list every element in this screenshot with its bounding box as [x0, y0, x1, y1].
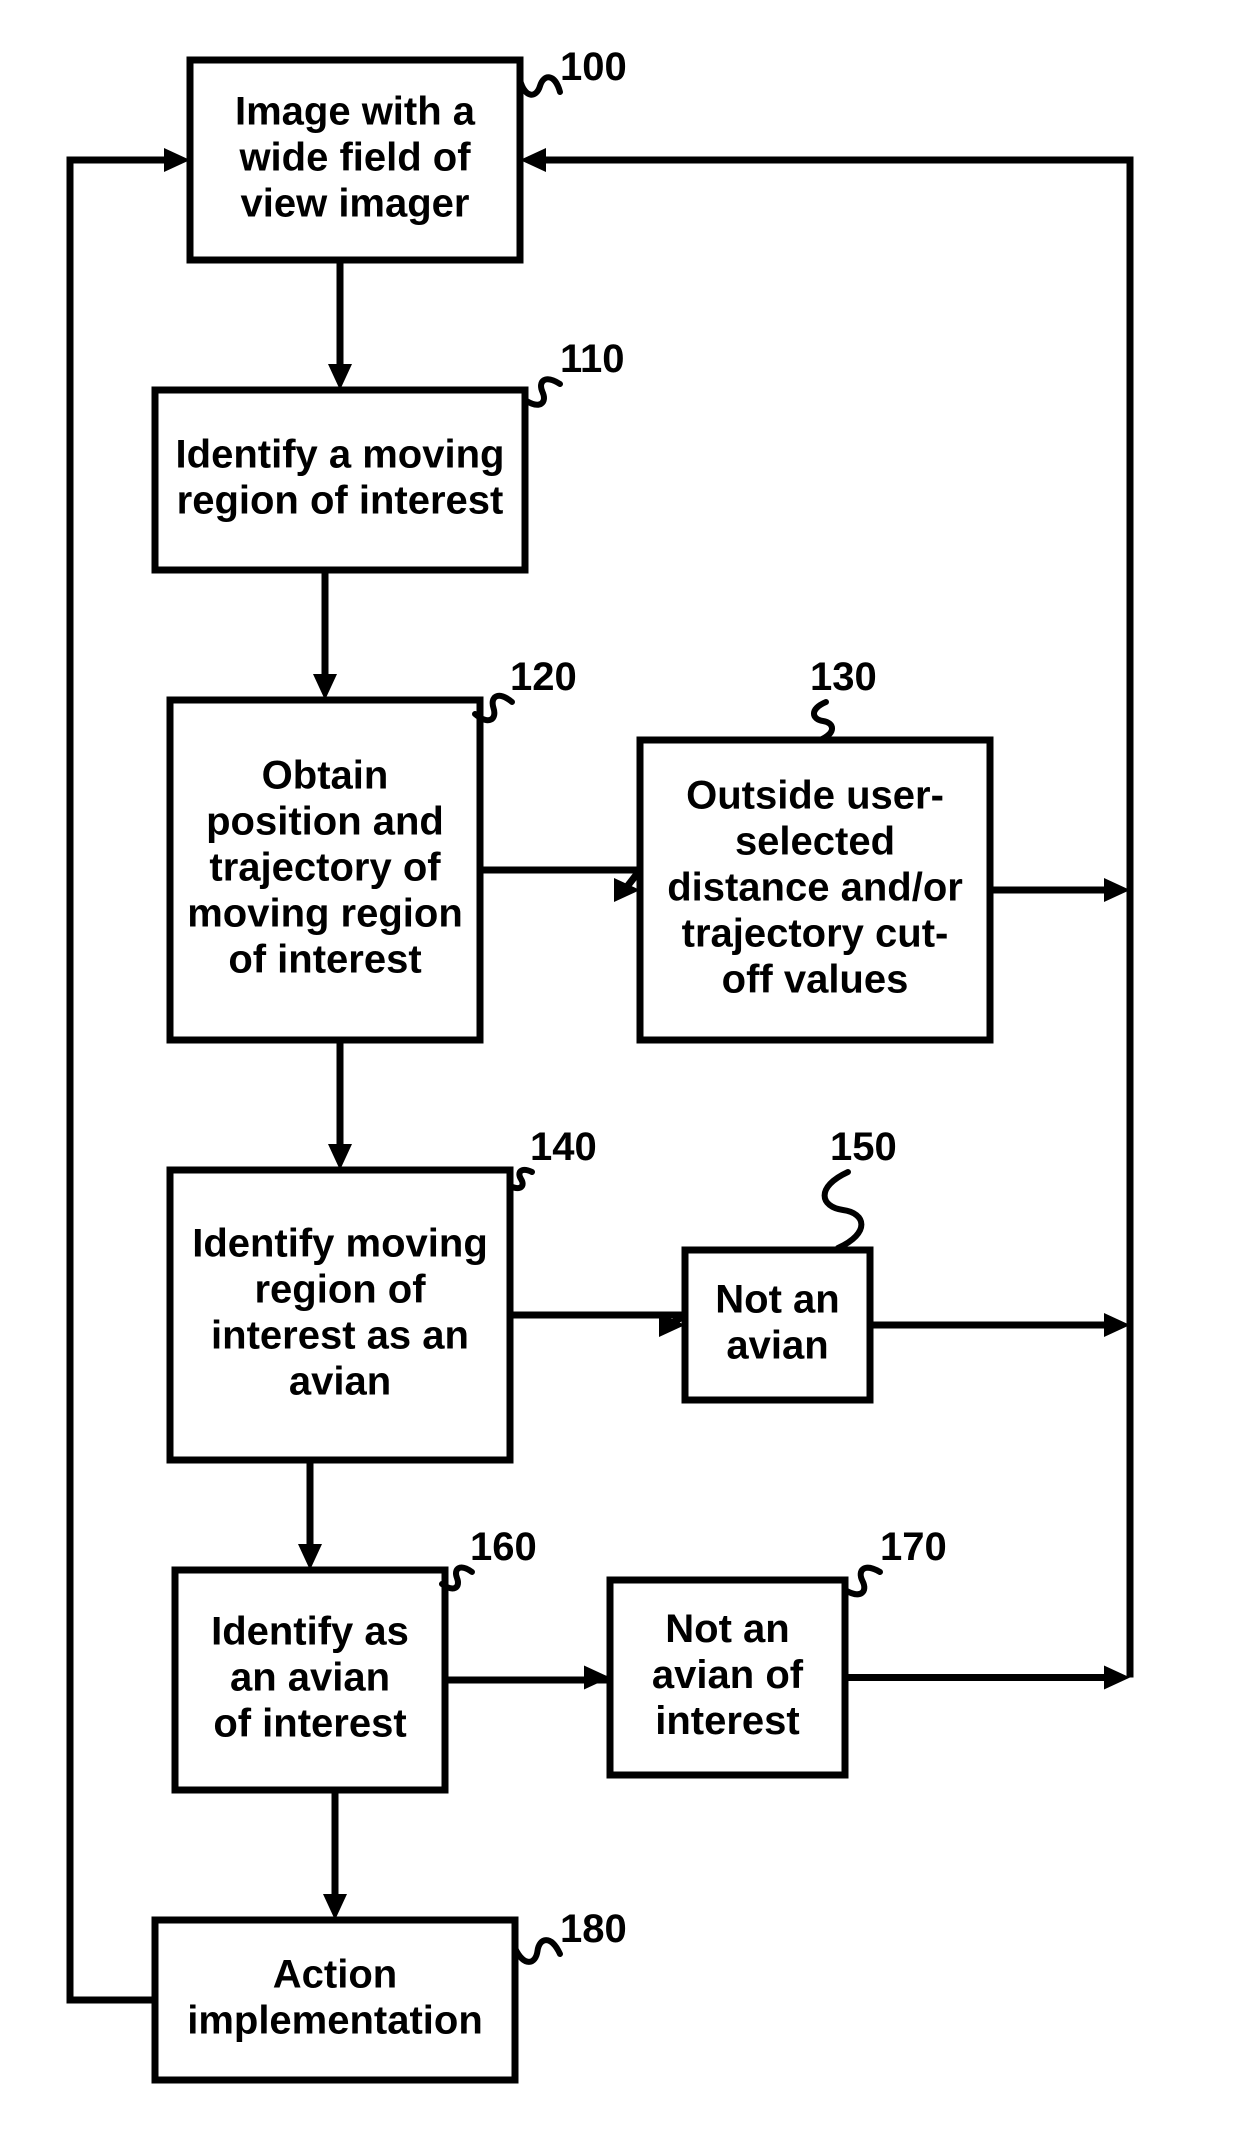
flow-node-label: implementation [187, 1999, 483, 2043]
flow-node-label: Not an [665, 1607, 789, 1651]
flow-node-label: interest [655, 1699, 800, 1743]
ref-number: 140 [530, 1125, 597, 1169]
flow-node-label: interest as an [211, 1314, 469, 1358]
flow-node-label: Not an [715, 1278, 839, 1322]
flowchart: Image with awide field ofview imager 100 I… [0, 0, 1240, 2138]
flow-node-label: moving region [187, 892, 463, 936]
flow-node-label: avian [726, 1324, 828, 1368]
flow-node-label: trajectory of [209, 846, 441, 890]
ref-number: 110 [560, 337, 625, 381]
flow-node-label: view imager [240, 182, 469, 226]
flow-node-label: Image with a [235, 90, 476, 134]
flow-node-label: region of [254, 1268, 426, 1312]
flow-node-label: region of interest [177, 479, 504, 523]
flow-node-label: Obtain [262, 754, 389, 798]
flow-node-label: Action [273, 1953, 397, 1997]
flow-node-label: distance and/or [667, 866, 963, 910]
flow-node-label: selected [735, 820, 895, 864]
ref-number: 150 [830, 1125, 897, 1169]
flow-node-label: wide field of [238, 136, 471, 180]
ref-number: 160 [470, 1525, 537, 1569]
flow-node-label: of interest [228, 938, 421, 982]
flow-node-label: an avian [230, 1656, 390, 1700]
flow-node-label: position and [206, 800, 444, 844]
ref-number: 180 [560, 1907, 627, 1951]
flow-node-label: trajectory cut- [682, 912, 949, 956]
ref-number: 170 [880, 1525, 947, 1569]
flow-node-label: Identify moving [192, 1222, 488, 1266]
flow-node-label: avian [289, 1360, 391, 1404]
ref-number: 130 [810, 655, 877, 699]
flow-node-label: Outside user- [686, 774, 944, 818]
ref-number: 100 [560, 45, 627, 89]
flow-node-label: of interest [213, 1702, 406, 1746]
flow-node-label: Identify as [211, 1610, 409, 1654]
flow-node-label: Identify a moving [176, 433, 505, 477]
flow-node-label: off values [722, 958, 909, 1002]
flow-node-label: avian of [652, 1653, 804, 1697]
ref-number: 120 [510, 655, 577, 699]
